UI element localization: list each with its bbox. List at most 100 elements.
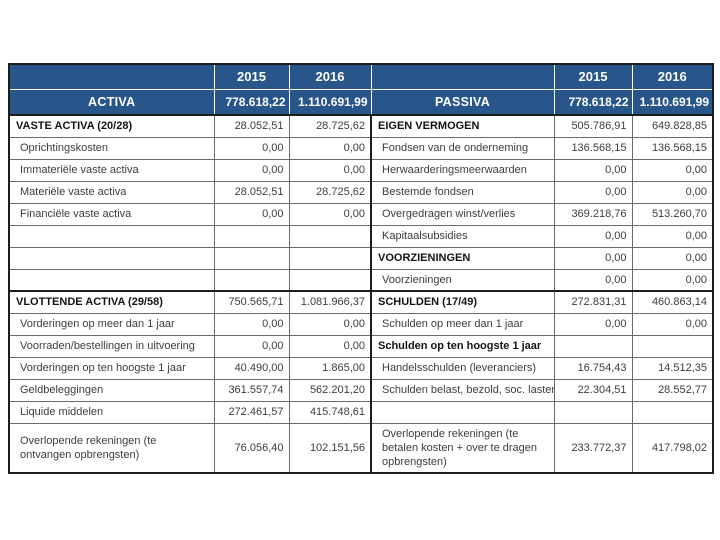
row-value: 136.568,15 xyxy=(553,136,633,160)
row-label: Schulden belast, bezold, soc. lasten xyxy=(370,378,555,402)
empty-cell xyxy=(213,268,290,292)
header-spacer xyxy=(8,63,215,90)
row-label: Geldbeleggingen xyxy=(8,378,215,402)
row-label: Bestemde fondsen xyxy=(370,180,555,204)
row-value: 16.754,43 xyxy=(553,356,633,380)
row-value: 0,00 xyxy=(631,268,714,292)
empty-cell xyxy=(8,224,215,248)
table-row: Oprichtingskosten 0,00 0,00 Fondsen van … xyxy=(8,136,714,160)
row-value: 0,00 xyxy=(631,312,714,336)
empty-cell xyxy=(8,268,215,292)
table-row: VASTE ACTIVA (20/28) 28.052,51 28.725,62… xyxy=(8,114,714,138)
row-label: Herwaarderingsmeerwaarden xyxy=(370,158,555,182)
row-value: 361.557,74 xyxy=(213,378,290,402)
row-value: 272.831,31 xyxy=(553,290,633,314)
row-value: 0,00 xyxy=(553,246,633,270)
row-value: 28.725,62 xyxy=(288,180,372,204)
empty-cell xyxy=(213,224,290,248)
row-label: VOORZIENINGEN xyxy=(370,246,555,270)
row-value: 0,00 xyxy=(213,334,290,358)
row-value: 0,00 xyxy=(631,180,714,204)
table-row: Overlopende rekeningen (te ontvangen opb… xyxy=(8,422,714,474)
table-row: Materiële vaste activa 28.052,51 28.725,… xyxy=(8,180,714,204)
table-row: VOORZIENINGEN 0,00 0,00 xyxy=(8,246,714,270)
year-header-activa-2015: 2015 xyxy=(213,63,290,90)
row-label: Immateriële vaste activa xyxy=(8,158,215,182)
row-value: 14.512,35 xyxy=(631,356,714,380)
passiva-total-2016: 1.110.691,99 xyxy=(631,88,714,116)
row-label: VASTE ACTIVA (20/28) xyxy=(8,114,215,138)
row-value: 233.772,37 xyxy=(553,422,633,474)
year-header-passiva-2016: 2016 xyxy=(631,63,714,90)
row-label: Handelsschulden (leveranciers) xyxy=(370,356,555,380)
row-value: 1.865,00 xyxy=(288,356,372,380)
row-label: Overlopende rekeningen (te betalen koste… xyxy=(370,422,555,474)
row-label: Voorzieningen xyxy=(370,268,555,292)
row-value: 28.725,62 xyxy=(288,114,372,138)
header-spacer xyxy=(370,63,555,90)
table-row: Vorderingen op meer dan 1 jaar 0,00 0,00… xyxy=(8,312,714,336)
row-label: Oprichtingskosten xyxy=(8,136,215,160)
row-value: 417.798,02 xyxy=(631,422,714,474)
empty-cell xyxy=(213,246,290,270)
row-value: 40.490,00 xyxy=(213,356,290,380)
row-label: Materiële vaste activa xyxy=(8,180,215,204)
row-value: 0,00 xyxy=(213,136,290,160)
row-value: 505.786,91 xyxy=(553,114,633,138)
row-value: 1.081.966,37 xyxy=(288,290,372,314)
row-label: Vorderingen op meer dan 1 jaar xyxy=(8,312,215,336)
empty-cell xyxy=(288,224,372,248)
row-value: 102.151,56 xyxy=(288,422,372,474)
totals-header-row: ACTIVA 778.618,22 1.110.691,99 PASSIVA 7… xyxy=(8,88,714,116)
activa-total-2016: 1.110.691,99 xyxy=(288,88,372,116)
balance-sheet: 2015 2016 2015 2016 ACTIVA 778.618,22 1.… xyxy=(8,63,714,475)
row-value: 0,00 xyxy=(288,202,372,226)
row-value: 0,00 xyxy=(288,312,372,336)
row-value: 0,00 xyxy=(288,136,372,160)
row-value: 0,00 xyxy=(553,224,633,248)
row-label: Schulden op meer dan 1 jaar xyxy=(370,312,555,336)
table-row: Vorderingen op ten hoogste 1 jaar 40.490… xyxy=(8,356,714,380)
row-value: 272.461,57 xyxy=(213,400,290,424)
row-label: Liquide middelen xyxy=(8,400,215,424)
row-value: 0,00 xyxy=(553,158,633,182)
empty-cell xyxy=(631,334,714,358)
year-header-row: 2015 2016 2015 2016 xyxy=(8,63,714,90)
row-value: 22.304,51 xyxy=(553,378,633,402)
balance-sheet-table: 2015 2016 2015 2016 ACTIVA 778.618,22 1.… xyxy=(8,63,714,475)
empty-cell xyxy=(8,246,215,270)
empty-cell xyxy=(288,268,372,292)
row-value: 513.260,70 xyxy=(631,202,714,226)
table-row: Liquide middelen 272.461,57 415.748,61 xyxy=(8,400,714,424)
row-label: Financiële vaste activa xyxy=(8,202,215,226)
empty-cell xyxy=(288,246,372,270)
row-value: 136.568,15 xyxy=(631,136,714,160)
row-label: Schulden op ten hoogste 1 jaar xyxy=(370,334,555,358)
row-value: 28.052,51 xyxy=(213,180,290,204)
row-value: 0,00 xyxy=(631,224,714,248)
row-value: 0,00 xyxy=(553,180,633,204)
row-value: 750.565,71 xyxy=(213,290,290,314)
row-label: SCHULDEN (17/49) xyxy=(370,290,555,314)
row-label: Fondsen van de onderneming xyxy=(370,136,555,160)
table-row: Geldbeleggingen 361.557,74 562.201,20 Sc… xyxy=(8,378,714,402)
year-header-passiva-2015: 2015 xyxy=(553,63,633,90)
row-label: VLOTTENDE ACTIVA (29/58) xyxy=(8,290,215,314)
year-header-activa-2016: 2016 xyxy=(288,63,372,90)
passiva-title: PASSIVA xyxy=(370,88,555,116)
row-value: 460.863,14 xyxy=(631,290,714,314)
empty-cell xyxy=(370,400,555,424)
row-value: 0,00 xyxy=(288,158,372,182)
row-value: 0,00 xyxy=(213,158,290,182)
activa-total-2015: 778.618,22 xyxy=(213,88,290,116)
empty-cell xyxy=(631,400,714,424)
row-value: 0,00 xyxy=(288,334,372,358)
row-value: 28.552,77 xyxy=(631,378,714,402)
row-value: 562.201,20 xyxy=(288,378,372,402)
row-value: 0,00 xyxy=(553,268,633,292)
row-value: 0,00 xyxy=(631,158,714,182)
table-row: Voorraden/bestellingen in uitvoering 0,0… xyxy=(8,334,714,358)
row-label: Vorderingen op ten hoogste 1 jaar xyxy=(8,356,215,380)
empty-cell xyxy=(553,400,633,424)
row-value: 0,00 xyxy=(631,246,714,270)
